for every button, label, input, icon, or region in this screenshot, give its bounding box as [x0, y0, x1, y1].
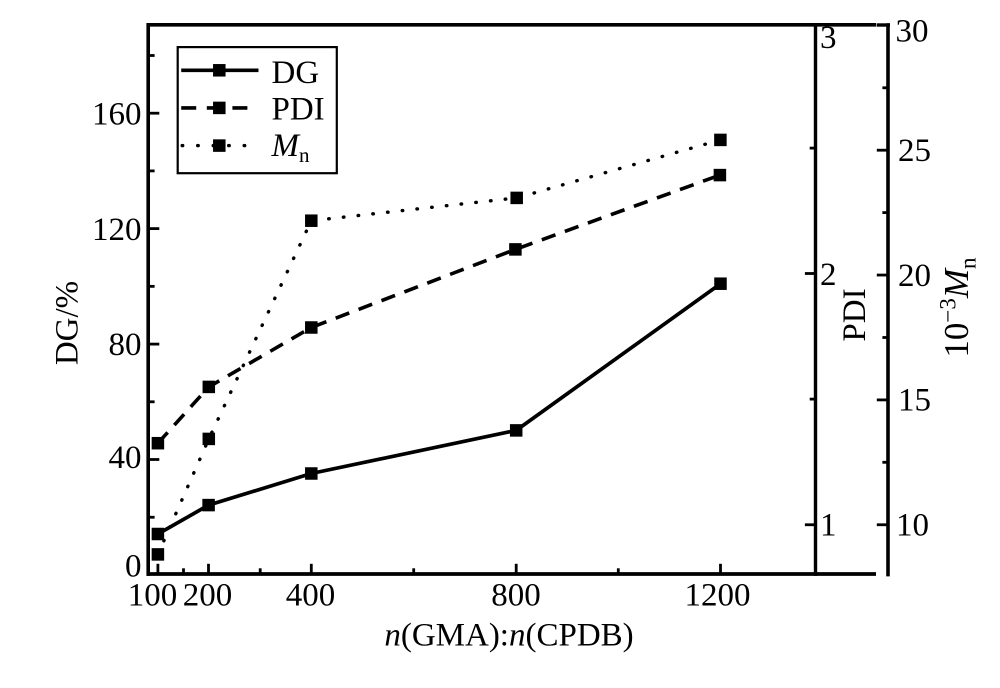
svg-text:160: 160 — [92, 97, 142, 133]
svg-text:20: 20 — [898, 258, 931, 294]
svg-text:2: 2 — [820, 257, 837, 293]
svg-text:3: 3 — [820, 20, 837, 56]
svg-text:0: 0 — [125, 548, 142, 584]
svg-text:PDI: PDI — [837, 288, 873, 341]
svg-text:800: 800 — [491, 578, 541, 614]
svg-text:25: 25 — [898, 133, 931, 169]
svg-text:120: 120 — [92, 212, 142, 248]
svg-text:10: 10 — [896, 508, 929, 544]
svg-text:100: 100 — [128, 578, 178, 614]
svg-text:1200: 1200 — [685, 578, 751, 614]
svg-text:n(GMA):n(CPDB): n(GMA):n(CPDB) — [384, 618, 633, 654]
svg-text:PDI: PDI — [272, 92, 325, 128]
svg-text:200: 200 — [183, 578, 233, 614]
svg-text:15: 15 — [898, 383, 931, 419]
svg-text:1: 1 — [820, 508, 837, 544]
svg-text:40: 40 — [109, 440, 142, 476]
svg-text:DG: DG — [272, 55, 320, 91]
svg-text:Mn: Mn — [271, 128, 311, 167]
svg-text:30: 30 — [896, 14, 929, 50]
svg-text:80: 80 — [109, 327, 142, 363]
svg-text:400: 400 — [286, 578, 336, 614]
svg-text:DG/%: DG/% — [50, 281, 86, 365]
